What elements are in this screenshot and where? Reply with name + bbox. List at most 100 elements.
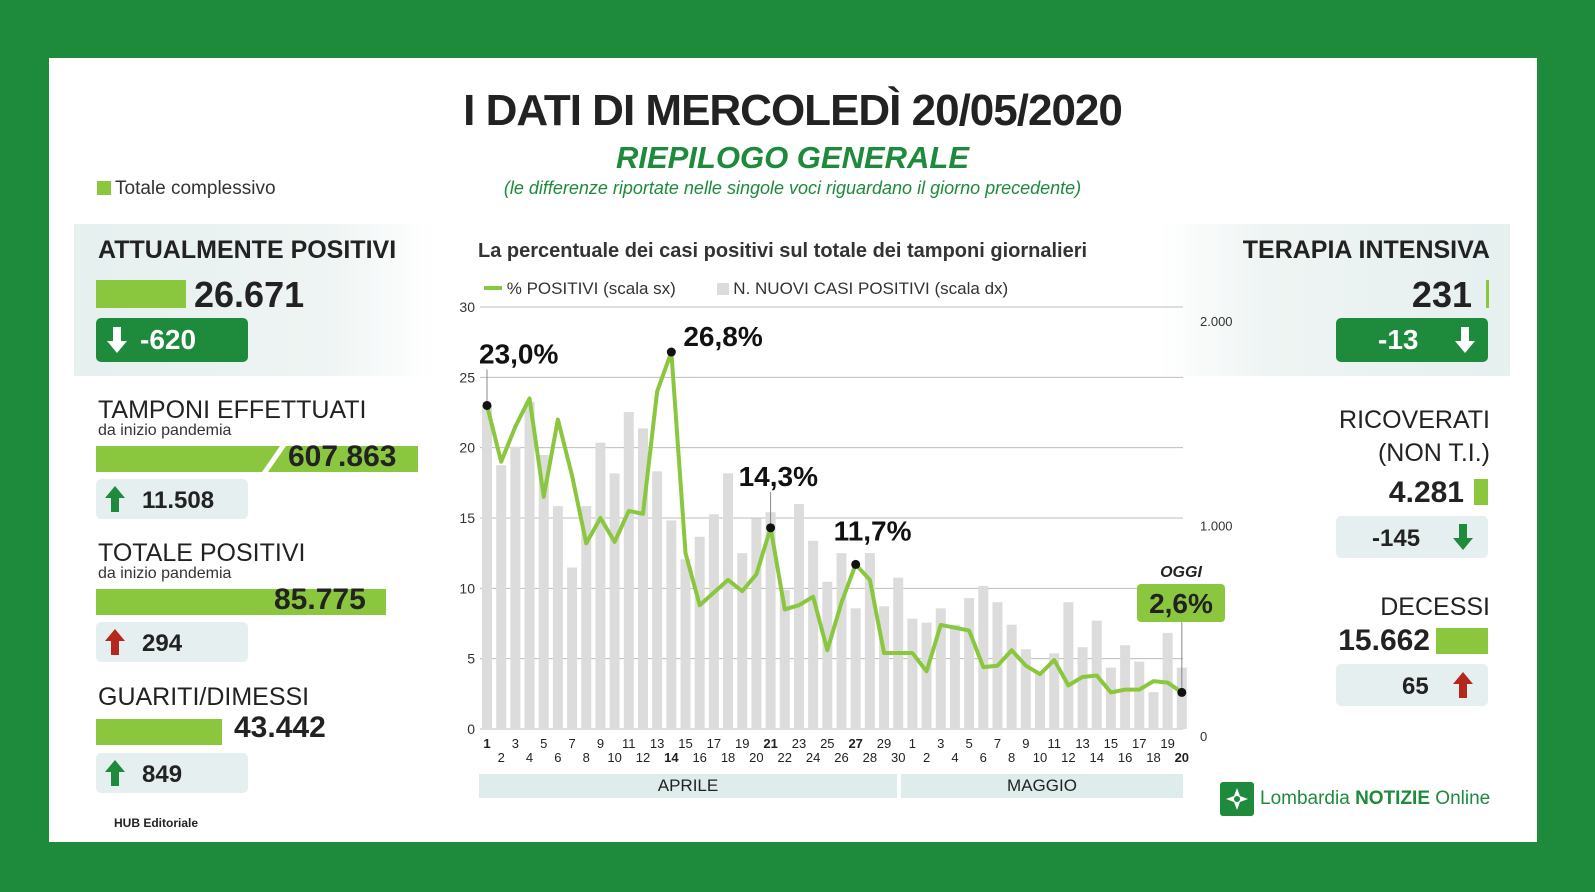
x-tick-label: 14	[1090, 750, 1104, 765]
bar-new-cases	[723, 473, 734, 729]
decessi-delta-box: 65	[1336, 664, 1488, 706]
callout-text: 14,3%	[739, 461, 818, 492]
bar-new-cases	[793, 504, 804, 729]
legend-total-label: Totale complessivo	[115, 178, 276, 199]
tamponi-sub: da inizio pandemia	[98, 422, 232, 439]
bar-new-cases	[1049, 653, 1060, 729]
x-tick-label: 5	[540, 736, 547, 751]
callout-oggi-box	[1137, 584, 1225, 622]
bar-new-cases	[1120, 645, 1131, 729]
legend-swatch	[97, 181, 111, 195]
totale-value: 85.775	[274, 583, 366, 616]
attualmente-delta-box: -620	[96, 318, 248, 362]
x-tick-label: 7	[568, 736, 575, 751]
ricoverati-value: 4.281	[1388, 476, 1464, 509]
bar-new-cases	[822, 581, 833, 729]
bar-new-cases	[1148, 692, 1159, 729]
x-tick-label: 2	[498, 750, 505, 765]
x-tick-label: 13	[1075, 736, 1089, 751]
x-tick-label: 16	[1118, 750, 1132, 765]
x-tick-label: 17	[1132, 736, 1146, 751]
y-left-tick-label: 15	[459, 510, 475, 526]
month-maggio: MAGGIO	[901, 774, 1183, 798]
x-tick-label: 19	[735, 736, 749, 751]
bar-new-cases	[482, 405, 492, 729]
attualmente-value: 26.671	[194, 274, 305, 315]
chart-callouts: 23,0% 26,8% 14,3% 11,7% OGGI 2,6%	[479, 321, 1225, 697]
x-tick-label: 8	[1008, 750, 1015, 765]
x-tick-label: 4	[526, 750, 533, 765]
ricoverati-delta: -145	[1372, 525, 1421, 552]
attualmente-delta: -620	[140, 324, 197, 355]
bar-new-cases	[1020, 649, 1031, 729]
bar-new-cases	[680, 559, 691, 729]
decessi-value: 15.662	[1338, 624, 1430, 657]
x-tick-label: 18	[1146, 750, 1160, 765]
bar-new-cases	[935, 608, 946, 729]
legend-line-swatch	[484, 286, 502, 290]
x-tick-label: 9	[597, 736, 604, 751]
bar-new-cases	[779, 589, 790, 729]
callout-oggi-label: OGGI	[1160, 564, 1202, 581]
terapia-label: TERAPIA INTENSIVA	[1242, 236, 1490, 264]
arrow-down-icon	[107, 327, 127, 353]
y-left-tick-label: 30	[459, 299, 475, 315]
x-tick-label: 9	[1022, 736, 1029, 751]
x-tick-label: 27	[848, 736, 862, 751]
attualmente-label: ATTUALMENTE POSITIVI	[98, 236, 397, 264]
x-tick-label: 17	[707, 736, 721, 751]
x-tick-label: 13	[650, 736, 664, 751]
x-tick-label: 23	[792, 736, 806, 751]
arrow-up-icon	[105, 486, 125, 512]
bar-new-cases	[836, 553, 847, 729]
bar-new-cases	[1105, 667, 1116, 729]
bar-new-cases	[964, 598, 975, 729]
page-note: (le differenze riportate nelle singole v…	[503, 178, 1082, 198]
x-tick-label: 12	[1061, 750, 1075, 765]
bar-new-cases	[581, 506, 592, 729]
x-tick-label: 20	[1175, 750, 1189, 765]
bar-new-cases	[1134, 661, 1145, 729]
decessi-bar	[1436, 628, 1488, 654]
chart-line	[485, 350, 1183, 695]
guariti-label: GUARITI/DIMESSI	[98, 683, 310, 711]
tamponi-delta: 11.508	[142, 487, 215, 514]
chart-legend: % POSITIVI (scala sx) N. NUOVI CASI POSI…	[484, 279, 1008, 299]
ricoverati-bar	[1474, 479, 1488, 505]
x-tick-label: 6	[554, 750, 561, 765]
x-tick-label: 11	[622, 736, 636, 751]
terapia-value: 231	[1411, 274, 1472, 315]
callout-point	[766, 523, 776, 533]
bar-new-cases	[552, 506, 563, 729]
tamponi-bar	[96, 446, 418, 472]
bar-new-cases	[1006, 624, 1017, 729]
x-tick-label: 30	[891, 750, 905, 765]
legend-newcases: N. NUOVI CASI POSITIVI (scala dx)	[733, 279, 1009, 298]
bar-new-cases	[609, 473, 620, 729]
bar-new-cases	[567, 567, 578, 729]
month-aprile: APRILE	[479, 774, 897, 798]
tamponi-delta-box: 11.508	[96, 479, 248, 519]
y-right-tick-label: 0	[1200, 729, 1207, 744]
terapia-delta-box: -13	[1336, 318, 1488, 362]
bar-new-cases	[666, 520, 677, 729]
logo-brand: Lombardia	[1260, 788, 1350, 809]
terapia-delta: -13	[1378, 324, 1419, 355]
decessi-label: DECESSI	[1380, 593, 1490, 621]
bar-new-cases	[978, 585, 989, 729]
y-left-tick-label: 25	[459, 369, 475, 385]
x-tick-label: 7	[994, 736, 1001, 751]
ricoverati-delta-box: -145	[1336, 516, 1488, 558]
bar-new-cases	[1035, 671, 1046, 729]
bar-new-cases	[1063, 602, 1074, 729]
y-right-tick-label: 1.000	[1200, 519, 1233, 534]
page-title: I DATI DI MERCOLEDÌ 20/05/2020	[463, 86, 1123, 135]
x-tick-label: 16	[692, 750, 706, 765]
x-tick-label: 10	[607, 750, 621, 765]
logo-text: Lombardia NOTIZIE Online	[1260, 788, 1490, 810]
decessi-delta: 65	[1402, 673, 1429, 700]
x-tick-label: 2	[923, 750, 930, 765]
x-tick-label: 1	[909, 736, 916, 751]
legend-bar-swatch	[716, 283, 729, 295]
y-left-tick-label: 0	[467, 721, 475, 737]
